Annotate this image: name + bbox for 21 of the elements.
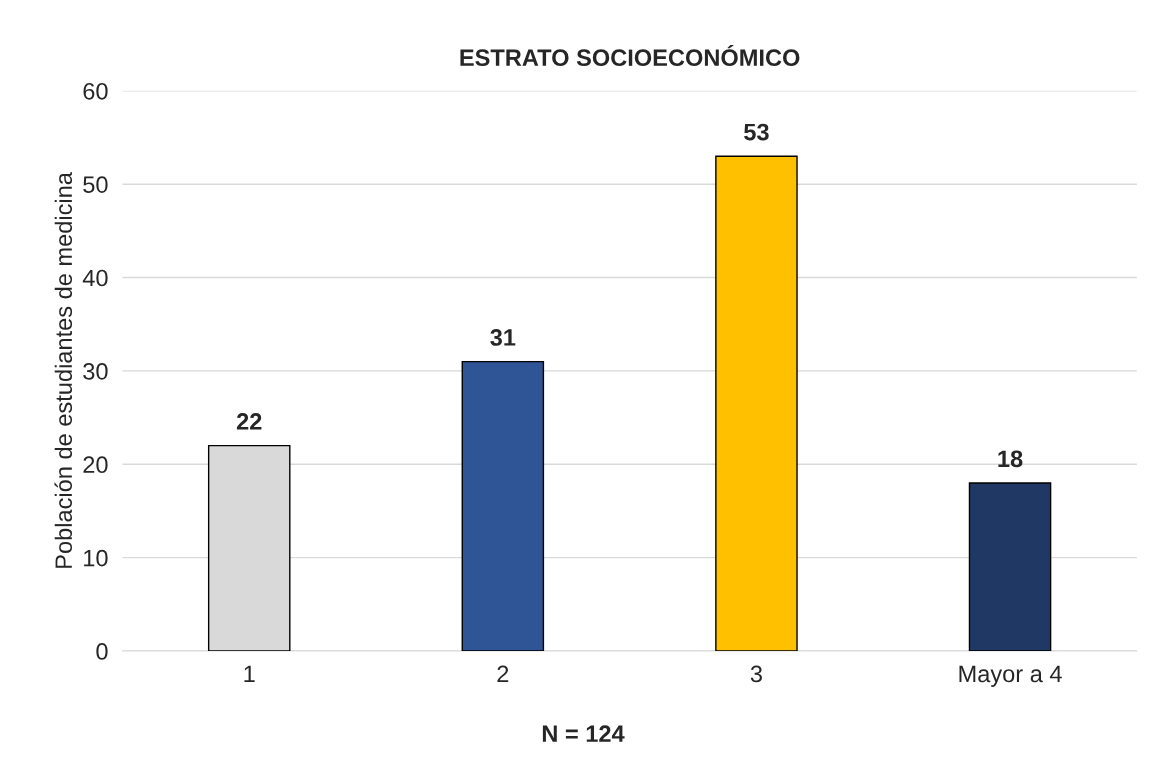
- data-label: 53: [744, 123, 769, 141]
- y-tick-label: 10: [84, 549, 108, 567]
- bar: [461, 360, 545, 652]
- y-tick-label: 30: [83, 363, 108, 380]
- x-tick-label: 3: [750, 665, 762, 683]
- y-axis-title: Población de estudiantes de medicina: [54, 172, 73, 568]
- y-tick-label: 40: [82, 269, 108, 287]
- data-label: 22: [236, 413, 262, 430]
- x-tick-label: Mayor a 4: [959, 665, 1062, 687]
- y-tick-label: 50: [83, 176, 108, 193]
- text: N = 124: [542, 725, 625, 742]
- y-tick-label: 60: [83, 82, 108, 100]
- y-tick-label: 0: [96, 643, 108, 660]
- data-label: 31: [490, 329, 516, 346]
- bar: [968, 482, 1052, 652]
- x-tick-label: 1: [244, 665, 255, 683]
- x-tick-label: 2: [497, 665, 509, 683]
- data-label: 18: [998, 450, 1023, 468]
- bar: [715, 155, 798, 652]
- y-tick-label: 20: [83, 456, 108, 474]
- chart-title: ESTRATO SOCIOECONÓMICO: [460, 44, 800, 67]
